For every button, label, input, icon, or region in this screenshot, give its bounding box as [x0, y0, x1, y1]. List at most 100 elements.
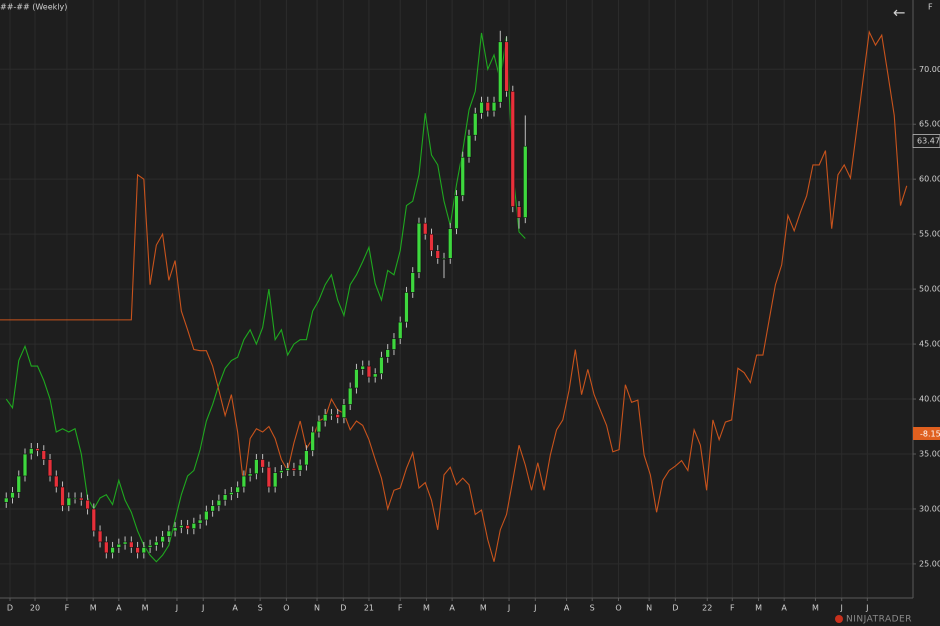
candle-body [266, 466, 272, 488]
candle-body [66, 497, 72, 506]
candle-body [435, 250, 440, 259]
candle-body [523, 145, 528, 218]
x-tick-label: J [201, 604, 204, 613]
candle-body [304, 450, 309, 466]
candle-body [410, 272, 415, 293]
candle-body [91, 508, 97, 532]
corner-label[interactable]: F [928, 3, 933, 12]
candle-body [379, 356, 384, 375]
candle-body [35, 448, 40, 451]
grid [0, 0, 913, 598]
x-tick-label: F [65, 604, 70, 613]
candle-body [360, 365, 365, 370]
x-tick-label: 22 [702, 604, 712, 613]
x-tick-label: F [398, 604, 403, 613]
x-tick-label: F [730, 604, 735, 613]
candle-body [466, 134, 472, 158]
candle-body [79, 497, 84, 501]
candle-body [516, 206, 522, 218]
plot [0, 29, 908, 563]
y-tick-label: 50.00 [919, 285, 940, 294]
x-tick-label: M [812, 604, 819, 613]
candle-body [429, 233, 434, 251]
candle-body [97, 530, 103, 543]
x-tick-label: M [423, 604, 430, 613]
candle-body [404, 292, 409, 323]
x-tick-label: S [258, 604, 263, 613]
candle-body [10, 492, 15, 499]
candle-body [191, 522, 197, 530]
watermark: NINJATRADER [846, 615, 912, 625]
y-tick-label: 25.00 [919, 559, 940, 568]
line-series [5, 32, 526, 563]
candle-body [422, 222, 428, 235]
x-tick-label: M [90, 604, 97, 613]
x-tick-label: J [840, 604, 843, 613]
candle-body [160, 536, 165, 543]
candle-body [104, 541, 109, 554]
x-tick-label: A [232, 604, 238, 613]
indicator-label: -8.15 [920, 430, 940, 439]
x-tick-label: D [340, 604, 346, 613]
candle-body [129, 541, 134, 548]
candle-body [310, 431, 315, 451]
x-tick-label: A [449, 604, 455, 613]
candle-body [216, 499, 222, 506]
candle-body [448, 228, 453, 259]
candle-body [210, 505, 215, 512]
candle-body [297, 464, 303, 471]
candle-body [47, 459, 53, 477]
candle-body [473, 112, 478, 136]
candle-body [329, 414, 334, 416]
candle-body [441, 258, 447, 260]
x-tick-label: N [646, 604, 652, 613]
last-price-label: 63.47 [917, 137, 940, 146]
y-tick-label: 55.00 [919, 230, 940, 239]
candle-body [341, 404, 347, 419]
x-tick-label: A [564, 604, 570, 613]
x-tick-label: A [781, 604, 787, 613]
logo-icon [835, 615, 843, 623]
candle-body [16, 475, 21, 493]
candle-body [254, 459, 259, 475]
indicator-badge [913, 427, 940, 440]
candle-body [172, 527, 178, 532]
candle-body [335, 414, 340, 419]
x-tick-label: M [480, 604, 487, 613]
candle-body [60, 486, 65, 506]
candle-body [29, 448, 34, 455]
candle-body [498, 41, 503, 103]
x-tick-label: S [590, 604, 595, 613]
candle-body [260, 459, 265, 468]
candle-body [72, 497, 78, 500]
chart-title: ##-## (Weekly) [0, 3, 67, 12]
candle-body [204, 510, 209, 521]
candle-body [122, 541, 128, 545]
candle-body [504, 41, 509, 92]
candle-body [460, 156, 465, 196]
candle-body [241, 475, 247, 488]
x-tick-label: A [116, 604, 122, 613]
candle-body [454, 195, 459, 229]
candle-body [197, 519, 203, 524]
candle-body [322, 414, 328, 422]
candle-body [229, 492, 234, 495]
candle-body [391, 338, 397, 350]
candle-body [510, 90, 516, 207]
x-tick-label: D [7, 604, 13, 613]
candle-body [354, 369, 359, 389]
candle-body [291, 467, 297, 471]
candle-body [41, 450, 47, 460]
candle-body [385, 349, 390, 358]
x-tick-label: 21 [364, 604, 374, 613]
x-tick-label: M [755, 604, 762, 613]
line-series [0, 29, 908, 562]
x-tick-label: M [142, 604, 149, 613]
candle-body [397, 321, 403, 339]
back-arrow[interactable]: ← [893, 4, 906, 22]
candle-body [235, 486, 240, 493]
candle-body [366, 365, 372, 378]
candle-body [179, 525, 184, 528]
candle-body [479, 101, 484, 114]
